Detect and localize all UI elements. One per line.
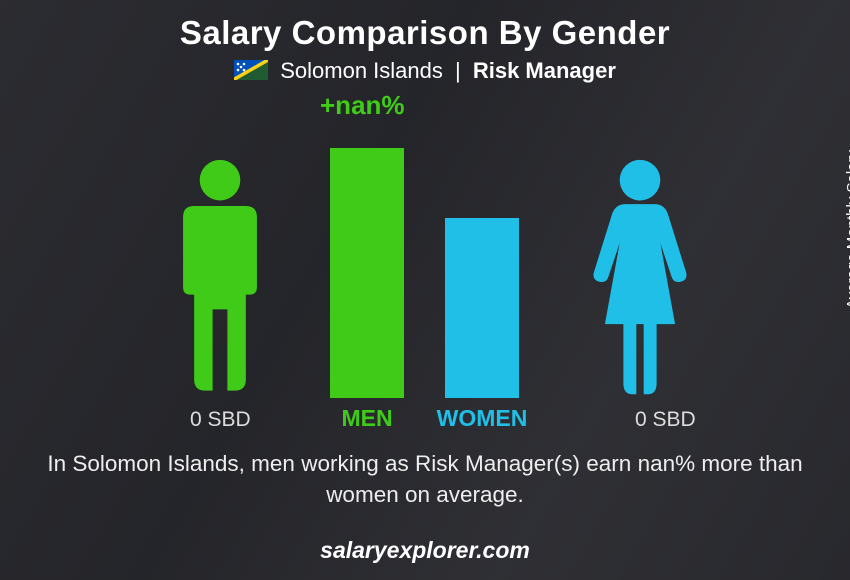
page-title: Salary Comparison By Gender [0, 0, 850, 52]
women-salary-value: 0 SBD [635, 408, 696, 432]
caption-text: In Solomon Islands, men working as Risk … [0, 449, 850, 510]
flag-icon [234, 60, 268, 80]
women-bar [445, 218, 519, 398]
chart-area: +nan% MEN WOMEN 0 SBD 0 SBD [0, 90, 850, 450]
men-label: MEN [330, 405, 404, 432]
male-figure-icon [160, 158, 280, 398]
role-name: Risk Manager [473, 58, 616, 83]
men-bar [330, 148, 404, 398]
footer-source: salaryexplorer.com [0, 537, 850, 564]
percent-difference-label: +nan% [320, 90, 405, 121]
women-label: WOMEN [433, 405, 531, 432]
female-figure-icon [580, 158, 700, 398]
men-salary-value: 0 SBD [190, 408, 251, 432]
country-name: Solomon Islands [280, 58, 443, 83]
subtitle: Solomon Islands | Risk Manager [0, 58, 850, 84]
separator: | [455, 58, 461, 83]
y-axis-label: Average Monthly Salary [844, 150, 850, 309]
